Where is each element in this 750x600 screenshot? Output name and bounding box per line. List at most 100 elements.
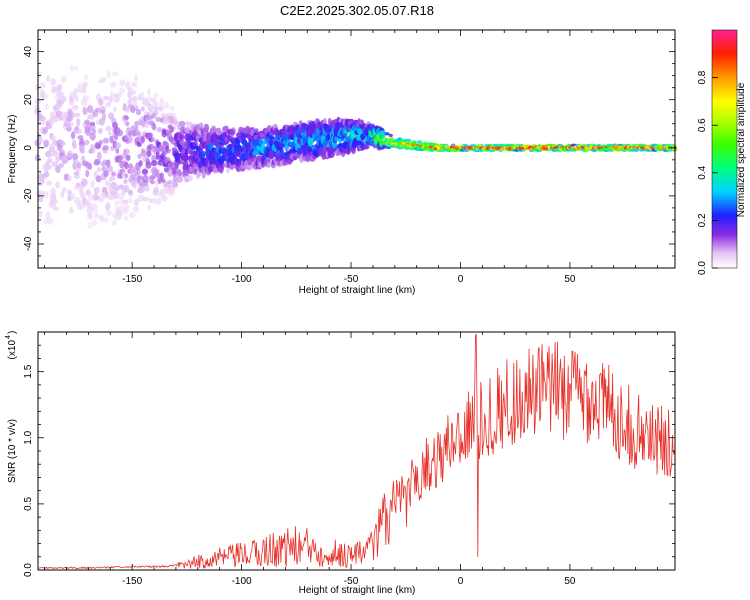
spectrogram-cell xyxy=(183,160,189,167)
spectrogram-cell xyxy=(38,210,43,218)
spectrogram-cell xyxy=(123,115,129,121)
spectrogram-cell xyxy=(274,134,279,142)
spectrogram-cell xyxy=(151,102,159,108)
spectrogram-cell xyxy=(55,155,60,164)
x-tick-label: -50 xyxy=(344,274,359,285)
spectrogram-cell xyxy=(42,127,48,135)
spectrogram-cell xyxy=(41,82,46,89)
spectrogram-cell xyxy=(83,74,88,81)
spectrogram-cell xyxy=(67,175,72,182)
y-tick-label: 40 xyxy=(23,46,34,58)
y-tick-label: 20 xyxy=(23,94,34,106)
spectrogram-cell xyxy=(139,91,145,97)
x-tick-label: 50 xyxy=(564,274,576,285)
spectrogram-cell xyxy=(93,210,99,216)
spectrogram-cell xyxy=(123,184,130,193)
spectrogram-cell xyxy=(79,191,86,198)
spectrogram-cell xyxy=(34,107,41,116)
spectrogram-cell xyxy=(200,152,206,158)
spectrogram-cell xyxy=(72,104,79,111)
spectrogram-cell xyxy=(125,106,130,113)
spectrogram-cell xyxy=(97,167,101,173)
spectrogram-cell xyxy=(226,167,230,174)
spectrogram-cell xyxy=(43,93,49,99)
spectrogram-cell xyxy=(108,112,115,120)
spectrogram-cell xyxy=(404,138,412,142)
spectrogram-cell xyxy=(75,94,79,103)
x-tick-label: -150 xyxy=(122,576,142,587)
spectrogram-ridge-cell xyxy=(416,143,420,147)
spectrogram-axes: -150 -100 -50 0 50 -40 -20 0 20 40 xyxy=(23,30,675,285)
spectrogram-cell xyxy=(77,81,82,90)
spectrogram-cell xyxy=(363,144,369,150)
spectrogram-cell xyxy=(143,186,150,192)
spectrogram-cell xyxy=(50,78,57,87)
spectrogram-cell xyxy=(129,212,136,219)
spectrogram-cell xyxy=(161,177,165,183)
spectrogram-cell xyxy=(111,171,117,177)
spectrogram-cell xyxy=(258,138,263,145)
spectrogram-cell xyxy=(82,106,87,115)
x-tick-label: -100 xyxy=(232,576,252,587)
spectrogram-cell xyxy=(131,180,138,187)
spectrogram-cell xyxy=(79,143,85,151)
spectrogram-cell xyxy=(38,190,45,196)
spectrogram-cell xyxy=(140,106,145,112)
spectrogram-cell xyxy=(73,65,79,72)
spectrogram-cell xyxy=(384,132,390,136)
spectrogram-cell xyxy=(156,198,162,205)
spectrogram-cell xyxy=(115,210,122,218)
spectrogram-cell xyxy=(72,142,77,150)
spectrogram-cell xyxy=(108,95,114,104)
spectrogram-cell xyxy=(123,215,130,221)
spectrogram-cell xyxy=(133,73,139,82)
spectrogram-cell xyxy=(87,193,93,202)
snr-axes: -150 -100 -50 0 50 0.0 0.5 1.0 1.5 xyxy=(23,332,675,587)
spectrogram-cell xyxy=(177,168,182,177)
spectrogram-cell xyxy=(45,164,52,170)
spectrogram-cell xyxy=(151,160,158,167)
spectrogram-cell xyxy=(100,105,107,110)
spectrogram-cell xyxy=(114,200,119,207)
y-tick-label: 1.5 xyxy=(23,364,34,378)
spectrogram-cell xyxy=(119,79,126,87)
spectrogram-cell xyxy=(102,217,109,223)
spectrogram-cell xyxy=(442,148,446,152)
spectrogram-cell xyxy=(155,116,161,122)
spectrogram-cell xyxy=(102,145,109,151)
spectrogram-cell xyxy=(327,125,332,132)
spectrogram-cell xyxy=(124,204,130,212)
spectrogram-cell xyxy=(73,88,78,94)
spectrogram-cell xyxy=(388,133,393,137)
spectrogram-cell xyxy=(60,75,67,83)
spectrogram-ridge-cell xyxy=(505,146,509,150)
spectrogram-cell xyxy=(46,217,54,225)
y-tick-label: 0.0 xyxy=(23,563,34,577)
spectrogram-cell xyxy=(89,121,96,127)
spectrogram-cell xyxy=(147,88,151,96)
snr-scale-text: (x10 xyxy=(7,340,18,360)
spectrogram-cell xyxy=(161,151,166,157)
spectrogram-cell xyxy=(183,127,191,133)
spectrogram-cell xyxy=(118,197,124,206)
spectrogram-cell xyxy=(142,197,150,202)
spectrogram-cell xyxy=(104,180,112,187)
spectrogram-cell xyxy=(37,135,44,144)
spectrogram-cell xyxy=(160,157,166,163)
spectrogram-cell xyxy=(69,65,74,72)
spectrogram-cell xyxy=(110,81,117,88)
spectrogram-cell xyxy=(43,218,49,225)
colorbar-tick-label: 0.6 xyxy=(697,118,708,132)
spectrogram-cell xyxy=(85,121,91,126)
spectrogram-cell xyxy=(39,116,47,122)
spectrogram-cell xyxy=(133,100,138,109)
spectrogram-cell xyxy=(151,123,156,130)
spectrogram-cell xyxy=(73,112,81,118)
spectrogram-cells xyxy=(33,65,678,229)
spectrogram-cell xyxy=(128,135,133,144)
spectrogram-panel: -150 -100 -50 0 50 -40 -20 0 20 40 Height of stra… xyxy=(7,29,678,296)
spectrogram-cell xyxy=(150,179,155,185)
spectrogram-cell xyxy=(106,159,111,168)
spectrogram-cell xyxy=(197,161,203,169)
spectrogram-cell xyxy=(171,167,177,175)
